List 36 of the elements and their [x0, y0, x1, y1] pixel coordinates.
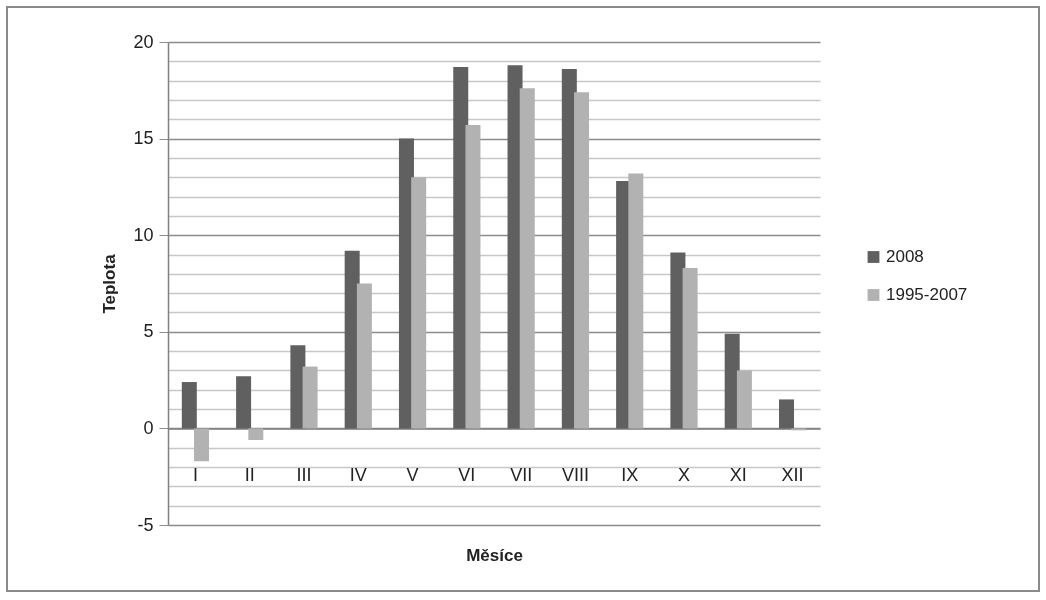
- y-tick-label: 10: [133, 224, 154, 245]
- bar: [682, 268, 698, 429]
- x-tick-label: XI: [729, 464, 747, 485]
- bar: [736, 370, 752, 429]
- x-axis-title: Měsíce: [466, 545, 523, 565]
- x-tick-label: I: [192, 464, 198, 485]
- x-tick-label: IX: [621, 464, 639, 485]
- bar: [778, 399, 794, 429]
- y-axis-title: Teplota: [100, 253, 120, 314]
- x-tick-label: V: [406, 464, 419, 485]
- x-tick-label: IV: [349, 464, 367, 485]
- bar: [519, 88, 535, 429]
- bar: [574, 92, 590, 429]
- bar: [411, 177, 427, 429]
- legend-label: 1995-2007: [886, 285, 968, 304]
- bar: [465, 125, 481, 429]
- legend-label: 2008: [886, 247, 924, 266]
- x-tick-label: VII: [510, 464, 533, 485]
- y-tick-label: 20: [133, 31, 154, 52]
- bar: [236, 376, 252, 429]
- bar: [181, 382, 197, 429]
- bar: [248, 428, 264, 440]
- y-tick-label: 0: [143, 417, 154, 438]
- x-tick-label: X: [678, 464, 691, 485]
- bar: [302, 366, 318, 429]
- x-tick-label: II: [244, 464, 255, 485]
- x-tick-label: III: [296, 464, 312, 485]
- bar: [356, 283, 372, 429]
- bar: [628, 173, 644, 429]
- y-tick-label: 15: [133, 128, 154, 149]
- y-tick-label: -5: [137, 514, 154, 535]
- x-tick-label: VI: [458, 464, 476, 485]
- x-tick-label: VIII: [561, 464, 589, 485]
- bar: [194, 428, 210, 462]
- x-tick-label: XII: [781, 464, 804, 485]
- y-tick-label: 5: [143, 321, 154, 342]
